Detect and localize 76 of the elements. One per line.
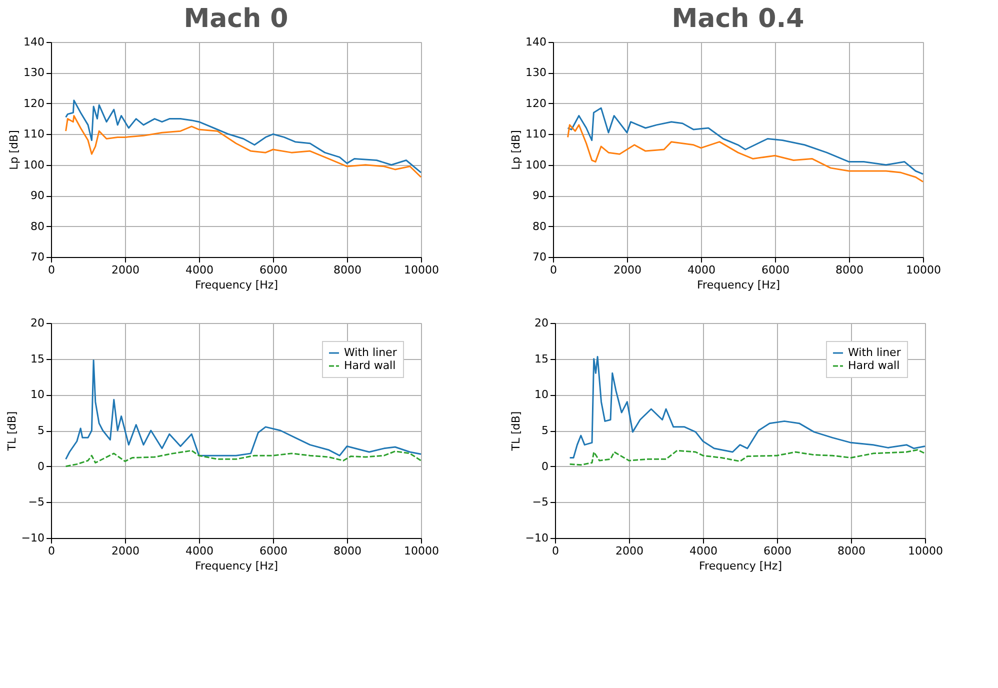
y-tick-label: −10	[21, 532, 44, 544]
y-tick-label: 120	[526, 96, 546, 110]
y-tick-label: 120	[24, 96, 44, 110]
y-tick-label: 0	[542, 460, 548, 473]
y-tick-label: 15	[534, 352, 548, 366]
legend-label: Hard wall	[344, 359, 396, 372]
x-tick-label: 10000	[404, 544, 439, 558]
y-axis-title: Lp [dB]	[510, 130, 523, 170]
y-tick-label: 130	[24, 66, 44, 80]
y-tick-label: 110	[526, 128, 546, 141]
x-tick-label: 4000	[186, 264, 214, 276]
x-tick-label: 10000	[906, 264, 941, 276]
y-tick-label: 80	[30, 220, 44, 233]
y-tick-label: −5	[532, 496, 548, 509]
y-tick-label: 140	[24, 36, 44, 48]
y-tick-label: 100	[526, 158, 546, 172]
y-tick-label: −10	[525, 532, 548, 544]
x-tick-label: 4000	[186, 544, 214, 558]
x-tick-label: 2000	[614, 264, 642, 276]
x-tick-label: 4000	[690, 544, 718, 558]
y-tick-label: 10	[30, 388, 44, 402]
y-tick-label: 90	[30, 189, 44, 202]
legend-label: With liner	[344, 346, 398, 359]
x-axis-title: Frequency [Hz]	[699, 560, 782, 572]
y-tick-label: 5	[542, 424, 548, 437]
x-tick-label: 0	[48, 544, 55, 558]
x-tick-label: 10000	[908, 544, 943, 558]
legend-label: Hard wall	[848, 359, 900, 372]
x-tick-label: 6000	[260, 264, 288, 276]
y-tick-label: 15	[30, 352, 44, 366]
x-tick-label: 10000	[404, 264, 439, 276]
x-tick-label: 6000	[260, 544, 288, 558]
line-series	[567, 124, 924, 182]
x-tick-label: 2000	[616, 544, 644, 558]
x-tick-label: 2000	[112, 544, 140, 558]
y-tick-label: 10	[534, 388, 548, 402]
x-axis-title: Frequency [Hz]	[195, 278, 278, 292]
x-tick-label: 4000	[688, 264, 716, 276]
y-tick-label: 20	[534, 316, 548, 330]
x-tick-label: 8000	[334, 264, 362, 276]
line-series	[65, 360, 422, 460]
y-axis-title: TL [dB]	[509, 411, 522, 452]
chart-title: Mach 0.4	[672, 4, 804, 34]
y-tick-label: 140	[526, 36, 546, 48]
line-series	[65, 100, 422, 174]
x-tick-label: 0	[552, 544, 559, 558]
x-tick-label: 8000	[836, 264, 864, 276]
line-series	[569, 449, 926, 466]
x-tick-label: 0	[550, 264, 557, 276]
y-tick-label: 110	[24, 128, 44, 141]
line-series	[65, 114, 422, 178]
y-tick-label: 70	[532, 250, 546, 264]
x-tick-label: 6000	[764, 544, 792, 558]
y-tick-label: 70	[30, 250, 44, 264]
y-tick-label: 20	[30, 316, 44, 330]
y-tick-label: 130	[526, 66, 546, 80]
line-series	[65, 450, 422, 468]
y-tick-label: 80	[532, 220, 546, 233]
line-series	[569, 356, 926, 458]
x-tick-label: 6000	[762, 264, 790, 276]
x-tick-label: 8000	[334, 544, 362, 558]
x-tick-label: 2000	[112, 264, 140, 276]
y-tick-label: 100	[24, 158, 44, 172]
y-tick-label: 0	[38, 460, 44, 473]
x-tick-label: 0	[48, 264, 55, 276]
y-axis-title: Lp [dB]	[8, 130, 21, 170]
legend-label: With liner	[848, 346, 902, 359]
y-axis-title: TL [dB]	[5, 411, 18, 452]
y-tick-label: −5	[28, 496, 44, 509]
x-tick-label: 8000	[838, 544, 866, 558]
x-axis-title: Frequency [Hz]	[195, 560, 278, 572]
y-tick-label: 5	[38, 424, 44, 437]
x-axis-title: Frequency [Hz]	[697, 278, 780, 292]
line-series	[567, 107, 924, 175]
chart-title: Mach 0	[184, 4, 288, 34]
y-tick-label: 90	[532, 189, 546, 202]
